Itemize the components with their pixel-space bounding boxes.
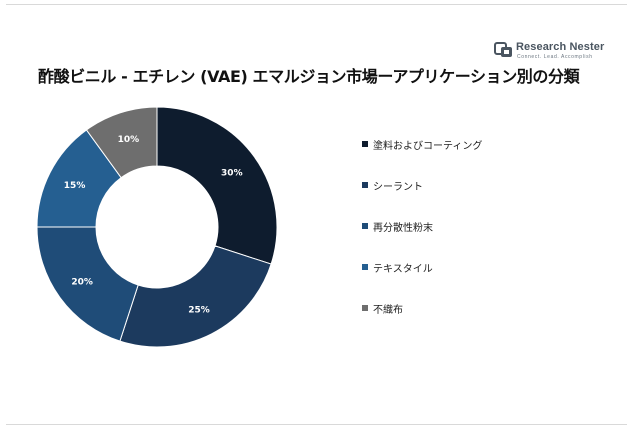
legend-label-2: シーラント — [373, 182, 423, 193]
slice-label-1: 30% — [221, 169, 243, 179]
legend-item-3: 再分散性粉末 — [362, 219, 602, 260]
legend-item-4: テキスタイル — [362, 260, 602, 301]
chart-legend: 塗料およびコーティング シーラント再分散性粉末 テキスタイル 不織布 — [362, 137, 602, 342]
top-divider — [6, 4, 627, 5]
legend-label-4: テキスタイル — [373, 264, 433, 275]
legend-swatch-3 — [362, 223, 368, 229]
donut-slice-2 — [119, 245, 272, 348]
legend-item-5: 不織布 — [362, 301, 602, 342]
legend-item-2: シーラント — [362, 178, 602, 219]
legend-label-5: 不織布 — [373, 305, 403, 316]
slice-label-5: 10% — [118, 135, 140, 145]
legend-label-3: 再分散性粉末 — [373, 223, 433, 234]
slice-label-4: 15% — [64, 181, 86, 191]
slice-label-2: 25% — [188, 305, 210, 315]
logo-mark-icon — [494, 42, 512, 57]
slice-label-3: 20% — [71, 277, 93, 287]
chart-title: 酢酸ビニル - エチレン (VAE) エマルジョン市場ーアプリケーション別の分類 — [38, 67, 580, 86]
bottom-divider — [6, 424, 627, 425]
donut-slice-1 — [156, 106, 278, 265]
legend-label-1: 塗料およびコーティング — [373, 141, 483, 152]
donut-slice-5 — [85, 106, 158, 179]
donut-slice-3 — [36, 226, 139, 342]
research-nester-logo: Research Nester Connect. Lead. Accomplis… — [494, 41, 612, 65]
legend-swatch-5 — [362, 305, 368, 311]
logo-name: Research Nester — [516, 41, 605, 53]
legend-swatch-4 — [362, 264, 368, 270]
legend-swatch-1 — [362, 141, 368, 147]
legend-swatch-2 — [362, 182, 368, 188]
legend-item-1: 塗料およびコーティング — [362, 137, 602, 178]
logo-tagline: Connect. Lead. Accomplish — [517, 54, 593, 60]
